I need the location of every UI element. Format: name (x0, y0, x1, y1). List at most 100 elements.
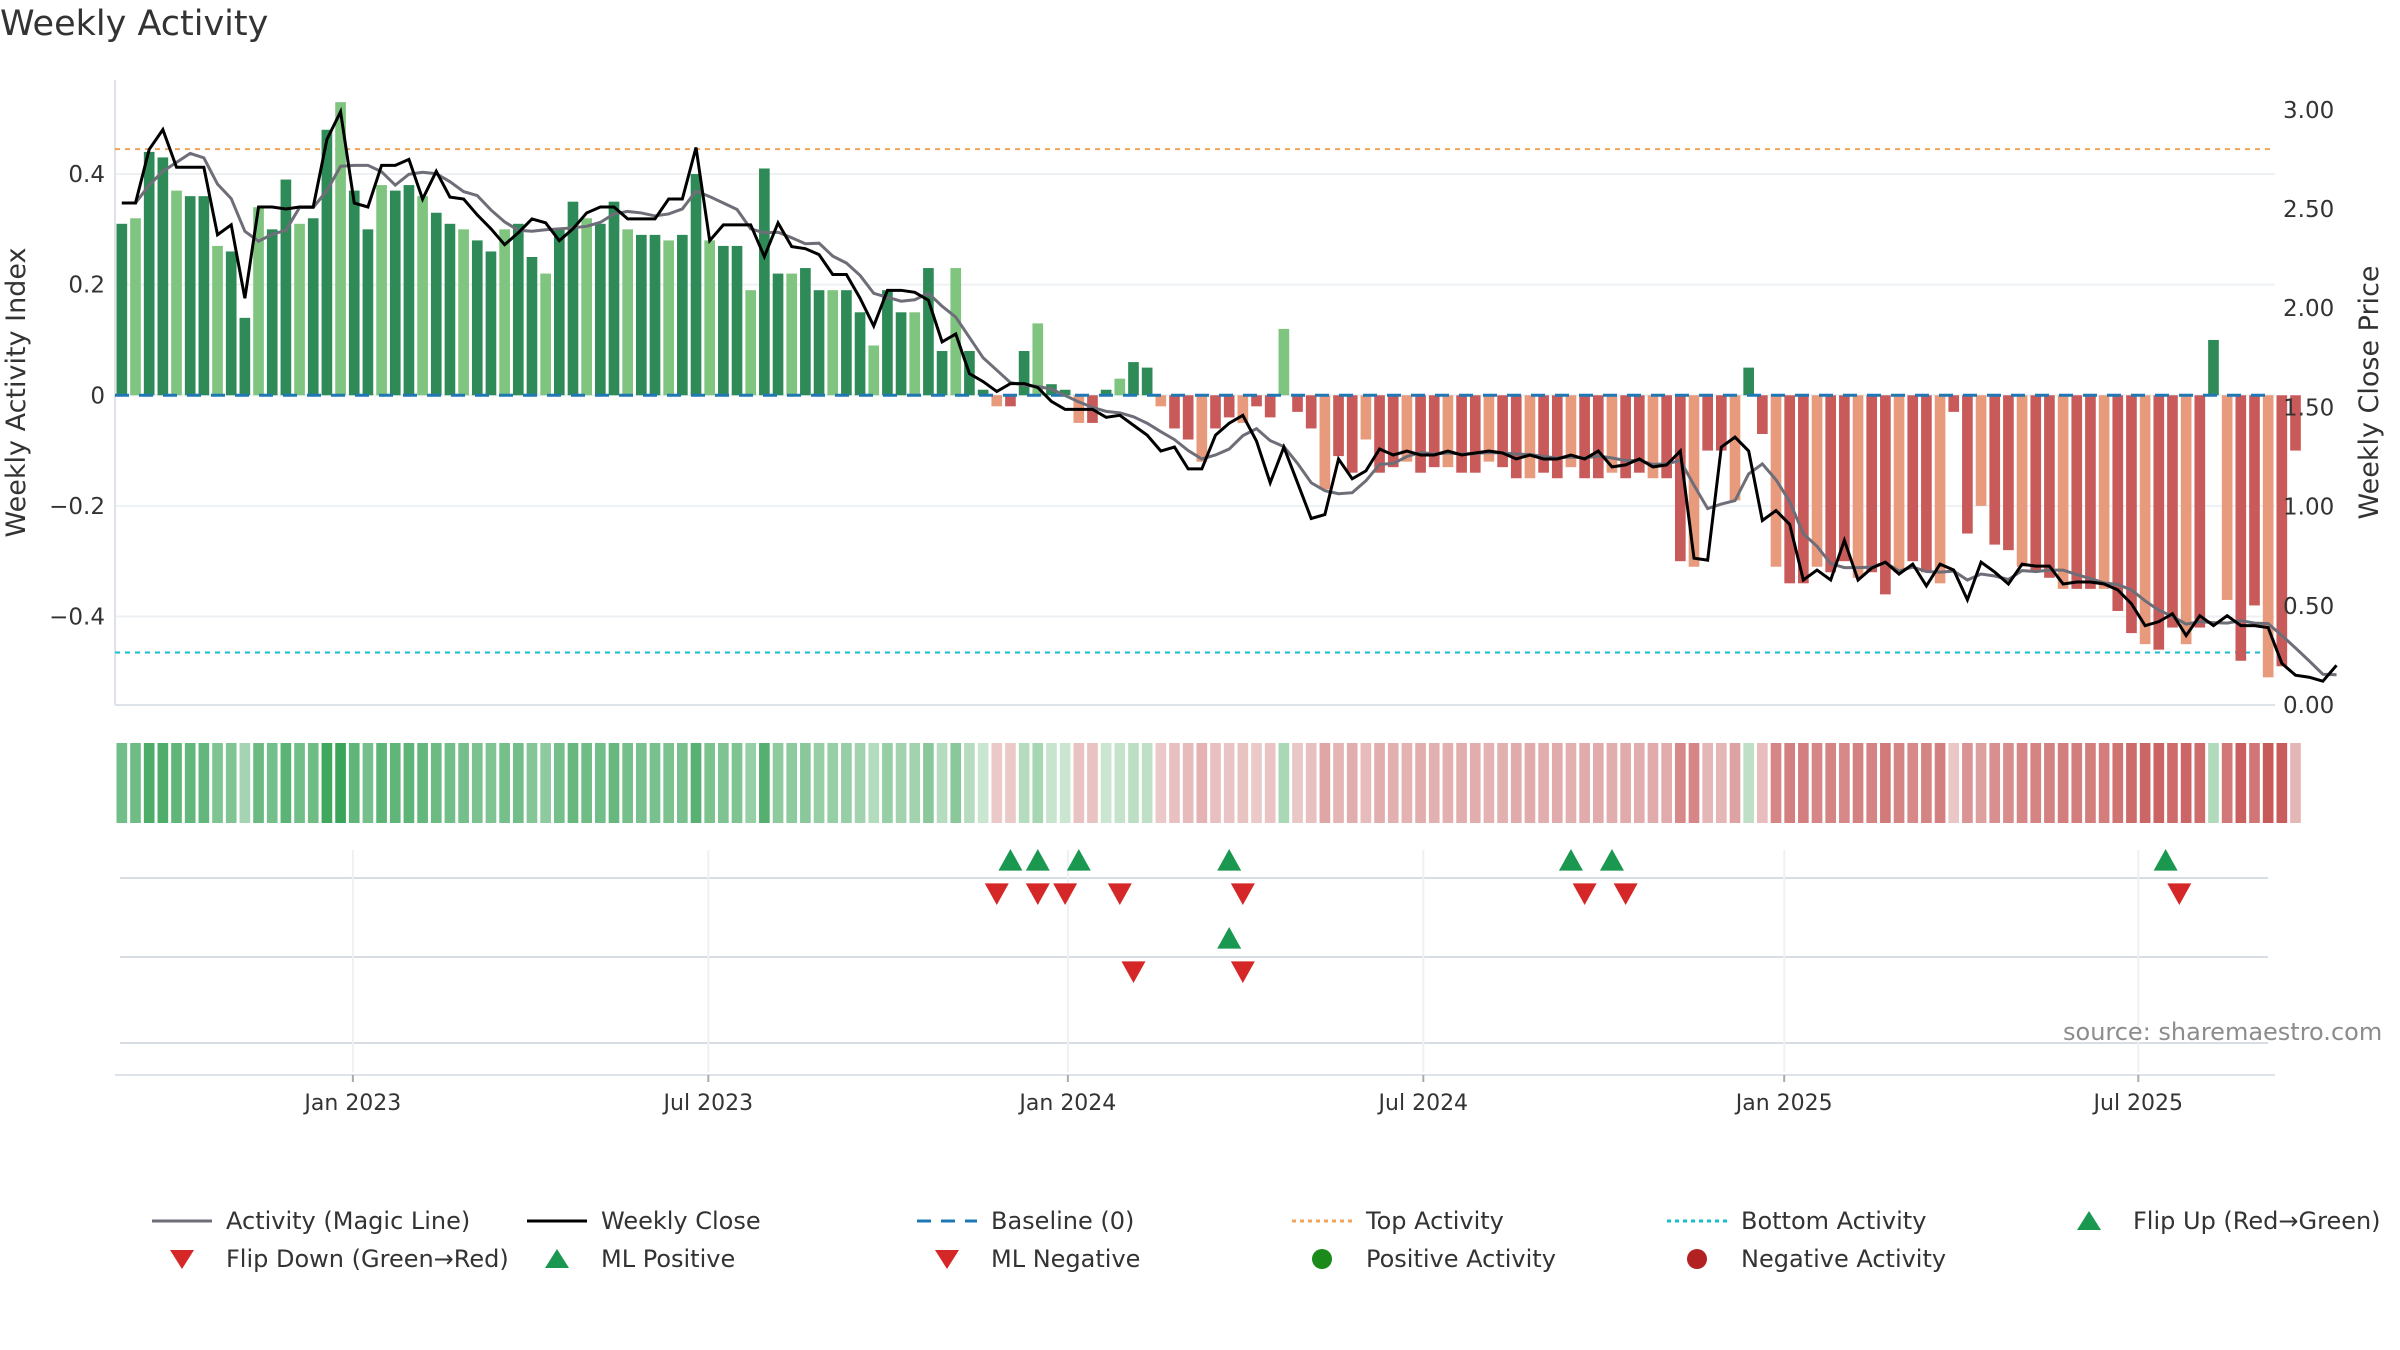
heat-cell (936, 743, 948, 823)
heat-cell (1866, 743, 1878, 823)
flip-down-marker (1025, 883, 1050, 905)
heat-cell (923, 743, 934, 823)
activity-bar (376, 185, 387, 396)
activity-bar (1975, 395, 1987, 506)
activity-bar (1360, 395, 1372, 440)
heat-cell (1059, 743, 1071, 823)
activity-bar (1210, 395, 1221, 429)
heat-cell (2030, 743, 2042, 823)
heat-cell (512, 743, 524, 823)
line-swatch-icon (1290, 1206, 1354, 1236)
activity-bar (1784, 395, 1796, 584)
activity-bar (1661, 395, 1672, 479)
legend-label: ML Negative (991, 1245, 1141, 1273)
heat-cell (2057, 743, 2069, 823)
heat-cell (1251, 743, 1262, 823)
legend-label: Top Activity (1366, 1207, 1504, 1235)
activity-bar (1141, 367, 1153, 396)
activity-bar (2221, 395, 2233, 600)
flip-up-marker (1217, 849, 1242, 871)
heat-cell (1073, 743, 1085, 823)
heat-cell (1305, 743, 1317, 823)
heat-cell (1852, 743, 1864, 823)
activity-bar (1497, 395, 1508, 468)
flip-down-marker (1572, 883, 1597, 905)
activity-bar (266, 229, 278, 396)
heat-cell (1661, 743, 1672, 823)
heat-cell (882, 743, 893, 823)
activity-bar (212, 245, 223, 396)
y-tick-label: −0.4 (49, 605, 105, 631)
heat-cell (594, 743, 606, 823)
heat-cell (253, 743, 264, 823)
activity-bar (184, 196, 196, 396)
heat-cell (143, 743, 155, 823)
heat-cell (1456, 743, 1467, 823)
activity-bar (759, 168, 770, 396)
heat-cell (1757, 743, 1768, 823)
triangle-up-icon (525, 1244, 589, 1274)
activity-bar (444, 223, 456, 396)
activity-bar (2290, 395, 2301, 451)
heat-cell (690, 743, 702, 823)
heat-cell (1018, 743, 1030, 823)
activity-bar (581, 218, 592, 396)
activity-bar (1059, 389, 1071, 396)
activity-bar (403, 185, 415, 396)
triangle-down-icon (915, 1244, 979, 1274)
activity-bar (1456, 395, 1467, 473)
y2-tick-label: 1.00 (2283, 495, 2334, 521)
heat-cell (1210, 743, 1221, 823)
activity-bar (2180, 395, 2192, 645)
line-swatch-icon (1665, 1206, 1729, 1236)
dot-icon (1290, 1244, 1354, 1274)
activity-bar (1428, 395, 1440, 468)
heat-cell (1497, 743, 1508, 823)
heat-cell (1647, 743, 1659, 823)
activity-bar (1674, 395, 1686, 562)
heat-cell (800, 743, 811, 823)
heat-cell (622, 743, 633, 823)
heat-cell (1743, 743, 1755, 823)
flip-down-marker (1053, 883, 1078, 905)
heat-cell (1155, 743, 1167, 823)
activity-bar (608, 201, 620, 396)
activity-bar (321, 129, 333, 396)
activity-bar (2098, 395, 2110, 589)
activity-bar (143, 151, 155, 396)
activity-bar (731, 245, 743, 396)
activity-bar (2044, 395, 2055, 578)
flip-down-marker (1230, 883, 1255, 905)
x-tick-label: Jan 2023 (302, 1091, 401, 1116)
flip-down-marker (1613, 883, 1638, 905)
activity-bar (1196, 395, 1208, 462)
activity-bar (1934, 395, 1946, 584)
ml-negative-marker (1121, 961, 1146, 983)
activity-bar (2208, 339, 2219, 396)
flip-up-marker (2153, 849, 2178, 871)
activity-bar (1483, 395, 1495, 462)
y2-tick-label: 2.50 (2283, 197, 2334, 223)
heat-cell (157, 743, 169, 823)
activity-bar (458, 229, 469, 396)
heat-cell (348, 743, 360, 823)
heat-cell (1606, 743, 1618, 823)
heat-cell (1360, 743, 1372, 823)
legend-item: Activity (Magic Line) (150, 1206, 470, 1236)
y-tick-label: 0.4 (68, 162, 105, 188)
reference-lines (115, 148, 2275, 654)
heat-cell (2167, 743, 2178, 823)
heat-cell (1839, 743, 1850, 823)
activity-bar (1647, 395, 1659, 479)
heat-cell (335, 743, 346, 823)
triangle-down-icon (150, 1244, 214, 1274)
y-axis-left: 0.4 0.2 0 −0.2 −0.4 (49, 162, 105, 630)
activity-bar (1811, 395, 1823, 567)
legend-label: Activity (Magic Line) (226, 1207, 471, 1235)
ml-negative-marker (1230, 961, 1255, 983)
activity-bar (1510, 395, 1522, 479)
heat-cell (2276, 743, 2288, 823)
activity-bar (2126, 395, 2137, 634)
heat-cell (1415, 743, 1426, 823)
activity-bar (2016, 395, 2028, 567)
